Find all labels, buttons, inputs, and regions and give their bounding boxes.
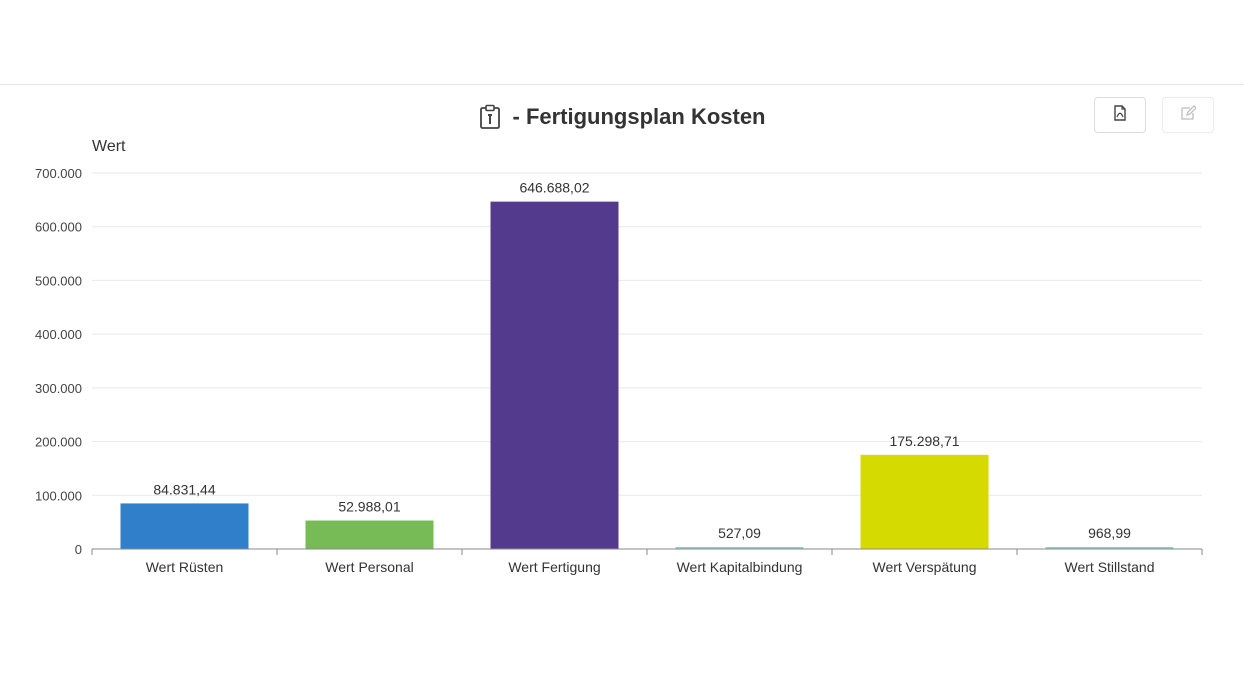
y-tick-label: 0 [75,542,82,557]
x-tick-label: Wert Fertigung [508,559,600,575]
y-tick-label: 400.000 [35,327,82,342]
top-divider [0,84,1244,85]
bar-value-label: 646.688,02 [519,180,589,196]
bar-value-label: 175.298,71 [889,433,959,449]
chart-header: - Fertigungsplan Kosten [0,100,1244,134]
y-tick-label: 500.000 [35,273,82,288]
clipboard-icon [479,104,501,130]
edit-button[interactable] [1162,97,1214,133]
edit-icon [1180,104,1197,126]
bars: 84.831,44 52.988,01 646.688,02 527,09 175.29… [120,180,1174,549]
bar-value-label: 968,99 [1088,525,1131,541]
bar[interactable] [120,503,249,549]
y-axis-ticks: 0 100.000 200.000 300.000 400.000 500.000 600.… [35,166,82,557]
x-tick-label: Wert Kapitalbindung [677,559,803,575]
export-pdf-button[interactable] [1094,97,1146,133]
bar[interactable] [860,454,989,549]
bar-value-label: 84.831,44 [153,481,215,497]
bar[interactable] [1045,547,1174,549]
y-tick-label: 200.000 [35,435,82,450]
y-tick-label: 600.000 [35,220,82,235]
x-tick-label: Wert Rüsten [146,559,224,575]
bar-value-label: 527,09 [718,525,761,541]
bar-value-label: 52.988,01 [338,499,400,515]
x-tick-label: Wert Verspätung [872,559,976,575]
export-pdf-icon [1113,104,1127,126]
y-tick-label: 100.000 [35,488,82,503]
bar[interactable] [490,201,619,549]
x-tick-label: Wert Personal [325,559,413,575]
x-axis: Wert Rüsten Wert Personal Wert Fertigung We… [91,548,1203,575]
x-tick-label: Wert Stillstand [1065,559,1155,575]
grid-lines [92,172,1202,496]
y-axis-title: Wert [92,138,126,155]
y-tick-label: 700.000 [35,166,82,181]
y-tick-label: 300.000 [35,381,82,396]
chart-title: - Fertigungsplan Kosten [512,104,766,129]
bar[interactable] [305,520,434,549]
bar[interactable] [675,547,804,549]
